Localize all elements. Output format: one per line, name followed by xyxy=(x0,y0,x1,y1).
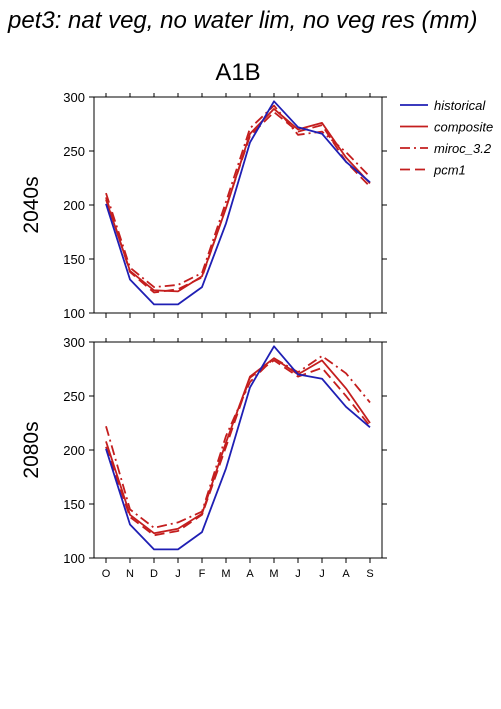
panel-label: 2040s xyxy=(20,176,43,233)
y-tick-label: 100 xyxy=(63,306,85,321)
y-tick-label: 300 xyxy=(63,90,85,105)
y-tick-label: 100 xyxy=(63,551,85,566)
x-tick-label: J xyxy=(319,568,325,580)
series-line-pcm1 xyxy=(105,359,371,537)
series-line-miroc-3-2 xyxy=(105,355,371,529)
series-line-composite xyxy=(105,357,371,535)
series-line-pcm1 xyxy=(105,111,371,294)
legend-label: historical xyxy=(434,98,486,113)
x-tick-label: S xyxy=(366,568,373,580)
series-line-historical xyxy=(105,100,371,306)
legend-item: composite xyxy=(400,120,493,135)
x-tick-label: M xyxy=(221,568,230,580)
legend-item: pcm1 xyxy=(400,163,466,178)
x-tick-label: M xyxy=(269,568,278,580)
panel-2080s: 100 150 200 250 300 O N D J F M A M J J A S 2080s xyxy=(20,335,387,580)
x-tick-label: O xyxy=(102,568,111,580)
figure-title: pet3: nat veg, no water lim, no veg res … xyxy=(7,7,478,34)
x-tick-label: J xyxy=(175,568,181,580)
plot-frame xyxy=(93,341,383,559)
legend-item: miroc_3.2 xyxy=(400,141,492,156)
y-tick-label: 150 xyxy=(63,252,85,267)
scenario-title: A1B xyxy=(215,59,260,86)
panel-label: 2080s xyxy=(20,421,43,478)
x-tick-label: D xyxy=(150,568,158,580)
series-line-historical xyxy=(105,345,371,551)
y-tick-label: 250 xyxy=(63,389,85,404)
x-tick-label: N xyxy=(126,568,134,580)
series-line-composite xyxy=(105,108,371,293)
legend-label: composite xyxy=(434,120,493,135)
legend-label: miroc_3.2 xyxy=(434,141,492,156)
x-tick-label: F xyxy=(199,568,206,580)
y-tick-label: 200 xyxy=(63,443,85,458)
legend-item: historical xyxy=(400,98,486,113)
y-tick-label: 250 xyxy=(63,144,85,159)
y-tick-label: 300 xyxy=(63,335,85,350)
y-tick-label: 200 xyxy=(63,198,85,213)
x-tick-label: A xyxy=(342,568,350,580)
x-tick-label: A xyxy=(246,568,254,580)
x-tick-label: J xyxy=(295,568,301,580)
series-line-miroc-3-2 xyxy=(105,104,371,289)
panel-2040s: 100 150 200 250 300 2040s xyxy=(20,90,387,321)
y-tick-label: 150 xyxy=(63,497,85,512)
legend-label: pcm1 xyxy=(433,163,466,178)
plot-frame xyxy=(93,96,383,314)
legend: historical composite miroc_3.2 pcm1 xyxy=(400,98,493,178)
panels: 100 150 200 250 300 2040s 100 150 200 250 300 O N D J F… xyxy=(20,90,387,580)
